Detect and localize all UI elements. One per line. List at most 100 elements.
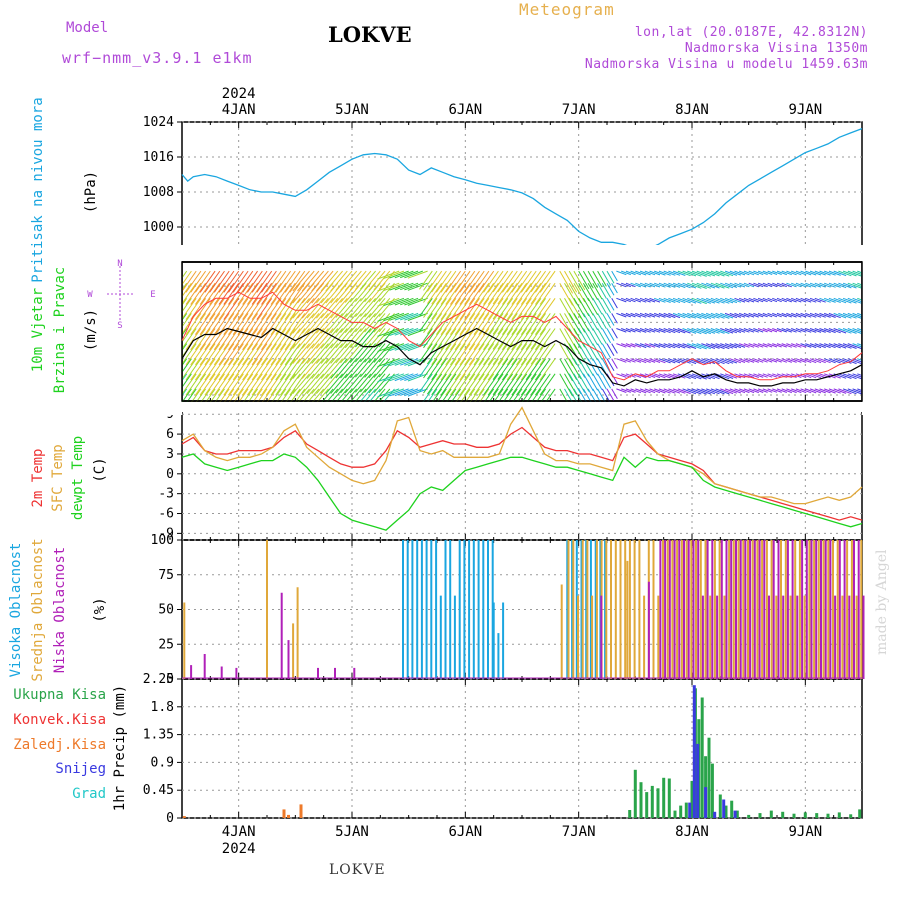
wind-arrow — [209, 270, 225, 293]
wind-arrow — [355, 358, 372, 378]
wind-arrow — [209, 298, 225, 320]
wind-arrow — [805, 343, 817, 349]
wind-arrow — [772, 388, 782, 393]
wind-arrow — [838, 358, 852, 364]
wind-arrow — [209, 358, 225, 381]
wind-arrow — [325, 358, 343, 379]
wind-arrow — [677, 270, 691, 277]
wind-arrow — [644, 328, 656, 333]
wind-arrow — [335, 313, 353, 334]
wind-arrow — [389, 270, 409, 279]
wind-arrow — [819, 358, 831, 364]
wind-arrow — [568, 358, 582, 379]
wind-arrow — [431, 270, 447, 293]
wind-arrow — [833, 312, 847, 319]
wind-arrow — [625, 312, 636, 318]
wind-arrow — [786, 328, 797, 333]
wind-arrow — [246, 298, 263, 320]
wind-arrow — [682, 297, 697, 304]
wind-arrow — [242, 343, 259, 366]
wind-arrow — [530, 298, 547, 320]
wind-arrow — [435, 328, 452, 351]
cloud-ytick-label: 100 — [151, 533, 174, 548]
wind-arrow — [530, 328, 547, 350]
wind-arrow — [616, 270, 627, 276]
precip-bar — [645, 792, 649, 818]
wind-arrow — [654, 358, 666, 364]
wind-arrow — [468, 282, 485, 305]
wind-arrow — [530, 313, 547, 335]
wind-arrow — [330, 313, 348, 334]
wind-arrow — [404, 388, 423, 397]
wind-arrow — [649, 297, 661, 303]
wind-arrow — [270, 270, 287, 293]
wind-arrow — [715, 312, 730, 319]
wind-arrow — [757, 328, 768, 333]
wind-arrow — [289, 358, 306, 381]
wind-arrow — [833, 388, 847, 394]
x-top-tick-label: 9JAN — [788, 102, 822, 118]
wind-ylabel-1: 10m Vjetar — [30, 288, 46, 372]
wind-arrow — [597, 343, 607, 360]
wind-arrow — [265, 373, 282, 396]
wind-arrow — [701, 297, 716, 304]
footer-location: LOKVE — [329, 862, 386, 878]
wind-arrow — [606, 358, 615, 372]
elevation-label: Nadmorska Visina 1350m — [684, 41, 868, 56]
wind-arrow — [601, 282, 612, 298]
wind-arrow — [710, 282, 725, 289]
wind-arrow — [364, 270, 381, 291]
wind-arrow — [284, 373, 301, 396]
wind-arrow — [404, 297, 423, 306]
wind-arrow — [720, 328, 734, 334]
wind-arrow — [828, 388, 841, 394]
wind-arrow — [445, 343, 462, 366]
wind-arrow — [330, 270, 348, 292]
wind-arrow — [423, 358, 438, 379]
temperature-unit-label: (C) — [92, 457, 108, 482]
wind-arrow — [757, 388, 768, 393]
wind-arrow — [701, 373, 716, 380]
wind-arrow — [753, 373, 764, 378]
wind-arrow — [611, 282, 618, 294]
wind-arrow — [630, 328, 642, 333]
wind-arrow — [284, 282, 301, 305]
wind-arrow — [368, 282, 386, 303]
wind-arrow — [492, 373, 509, 396]
wind-arrow — [487, 373, 504, 396]
wind-arrow — [525, 313, 542, 335]
x-bottom-tick-label: 5JAN — [335, 824, 369, 840]
wind-arrow — [301, 270, 320, 292]
wind-arrow — [464, 282, 480, 305]
wind-arrow — [373, 313, 391, 333]
wind-arrow — [672, 358, 686, 364]
wind-arrow — [696, 312, 711, 319]
wind-arrow — [525, 270, 542, 293]
wind-arrow — [440, 373, 457, 396]
wind-arrow — [654, 312, 666, 318]
wind-arrow — [582, 328, 594, 346]
wind-arrow — [344, 270, 362, 291]
wind-arrow — [377, 373, 400, 383]
wind-arrow — [449, 282, 466, 305]
wind-arrow — [511, 270, 528, 293]
wind-arrow — [218, 270, 235, 293]
wind-arrow — [539, 270, 556, 293]
wind-arrow — [824, 328, 836, 334]
pressure-line — [181, 127, 863, 251]
wind-arrow — [644, 282, 656, 288]
wind-arrow — [564, 373, 578, 396]
precip-legend-0: Ukupna Kisa — [13, 687, 106, 703]
wind-arrow — [842, 282, 857, 289]
wind-arrow — [289, 282, 306, 305]
wind-arrow — [592, 328, 603, 345]
wind-arrow — [824, 358, 836, 364]
wind-arrow — [720, 312, 734, 319]
wind-arrow — [814, 388, 826, 394]
wind-arrow — [687, 373, 702, 380]
wind-arrow — [275, 343, 292, 366]
wind-arrow — [492, 343, 509, 365]
wind-arrow — [715, 358, 730, 365]
wind-arrow — [306, 343, 325, 364]
precip-bar — [182, 816, 186, 818]
